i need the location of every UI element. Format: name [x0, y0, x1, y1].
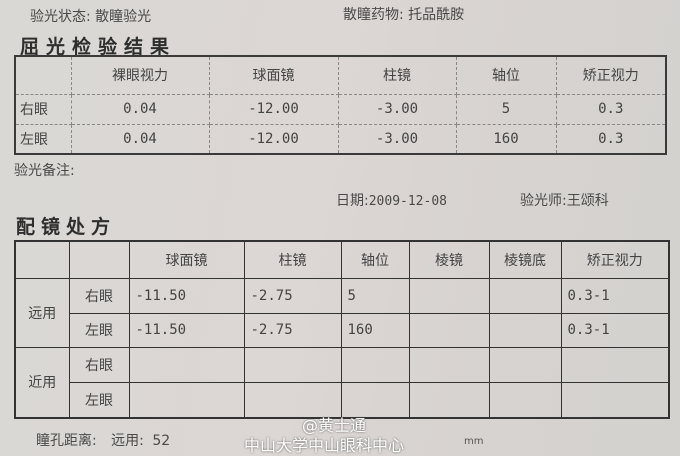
prism-cell — [408, 277, 490, 314]
uncorrected-cell: 0.04 — [70, 123, 210, 155]
prism-base-cell — [488, 381, 562, 419]
header-cell — [14, 55, 72, 95]
dilation-drug-value: 托品酰胺 — [408, 7, 465, 23]
eye-label: 右眼 — [14, 93, 72, 125]
table-row: 左眼 — [15, 381, 670, 419]
sphere-cell: -12.00 — [208, 123, 339, 155]
table-row: 近用 右眼 — [14, 346, 670, 419]
date-value: 2009-12-08 — [368, 194, 447, 209]
prism-cell — [408, 346, 490, 383]
uncorrected-cell: 0.04 — [70, 93, 210, 125]
corrected-cell — [560, 346, 670, 383]
sphere-cell: -11.50 — [128, 277, 245, 314]
cylinder-cell — [243, 381, 342, 419]
pupil-distance: 瞳孔距离: 远用: 52 — [36, 430, 170, 450]
dilation-status: 验光状态: 散瞳验光 — [30, 6, 151, 26]
header-cell — [68, 240, 130, 279]
pd-label: 瞳孔距离: — [36, 433, 97, 449]
header-cell: 矫正视力 — [560, 240, 670, 279]
header-cell: 矫正视力 — [555, 55, 667, 95]
prism-cell — [408, 381, 490, 419]
prescription-table: 球面镜 柱镜 轴位 棱镜 棱镜底 矫正视力 远用 右眼 -11.50 -2.75… — [14, 240, 670, 419]
corrected-cell: 0.3-1 — [560, 277, 670, 314]
cylinder-cell: -3.00 — [337, 123, 457, 155]
table-header-row: 球面镜 柱镜 轴位 棱镜 棱镜底 矫正视力 — [14, 240, 670, 279]
group-label-far: 远用 — [14, 277, 70, 348]
watermark-author: @黄士通 — [302, 416, 367, 435]
header-cell: 轴位 — [340, 240, 410, 279]
axis-cell — [340, 381, 410, 419]
header-cell: 棱镜底 — [488, 240, 562, 279]
optometrist-value: 王颂科 — [566, 193, 609, 209]
optometrist: 验光师:王颂科 — [520, 190, 609, 210]
prism-base-cell — [488, 277, 562, 314]
prism-base-cell — [488, 346, 562, 383]
pd-far-label: 远用: — [111, 433, 144, 449]
table-row: 左眼 -11.50 -2.75 160 0.3-1 — [15, 312, 670, 348]
dilation-status-label: 验光状态: — [30, 9, 91, 25]
corrected-cell: 0.3 — [555, 93, 667, 125]
axis-cell: 160 — [455, 123, 557, 155]
header-cell: 球面镜 — [208, 55, 339, 95]
dilation-drug: 散瞳药物: 托品酰胺 — [343, 4, 464, 24]
header-cell: 柱镜 — [337, 55, 457, 95]
group-label-near: 近用 — [14, 346, 70, 419]
cylinder-cell: -3.00 — [337, 93, 457, 125]
prescription-title: 配镜处方 — [16, 216, 117, 238]
notes-label: 验光备注: — [14, 163, 75, 179]
corrected-cell — [560, 381, 670, 419]
cylinder-cell — [243, 346, 342, 383]
header-cell: 球面镜 — [128, 240, 245, 279]
table-row: 左眼 0.04 -12.00 -3.00 160 0.3 — [14, 123, 667, 155]
date: 日期:2009-12-08 — [336, 190, 447, 210]
watermark-institution: 中山大学中山眼科中心 — [244, 436, 405, 455]
refraction-table: 裸眼视力 球面镜 柱镜 轴位 矫正视力 右眼 0.04 -12.00 -3.00… — [14, 55, 667, 155]
sphere-cell — [128, 346, 245, 383]
sphere-cell — [128, 381, 245, 419]
eye-label: 右眼 — [68, 346, 130, 383]
table-row: 右眼 0.04 -12.00 -3.00 5 0.3 — [14, 93, 667, 125]
eye-label: 左眼 — [14, 123, 72, 155]
table-row: 远用 右眼 -11.50 -2.75 5 0.3-1 — [14, 277, 670, 348]
axis-cell: 5 — [340, 277, 410, 314]
header-cell: 棱镜 — [408, 240, 490, 279]
axis-cell: 5 — [455, 93, 557, 125]
refraction-title: 屈光检验结果 — [20, 36, 177, 58]
optometrist-label: 验光师: — [520, 193, 567, 209]
prism-cell — [408, 312, 490, 348]
eye-label: 左眼 — [68, 381, 130, 419]
header-cell: 裸眼视力 — [70, 55, 210, 95]
axis-cell — [340, 346, 410, 383]
sphere-cell: -11.50 — [128, 312, 245, 348]
cylinder-cell: -2.75 — [243, 277, 342, 314]
corrected-cell: 0.3-1 — [560, 312, 670, 348]
cylinder-cell: -2.75 — [243, 312, 342, 348]
dilation-status-value: 散瞳验光 — [95, 9, 152, 25]
corrected-cell: 0.3 — [555, 123, 667, 155]
axis-cell: 160 — [340, 312, 410, 348]
sphere-cell: -12.00 — [208, 93, 339, 125]
table-header-row: 裸眼视力 球面镜 柱镜 轴位 矫正视力 — [14, 55, 667, 95]
header-cell: 轴位 — [455, 55, 557, 95]
header-cell: 柱镜 — [243, 240, 342, 279]
eye-label: 右眼 — [68, 277, 130, 314]
prism-base-cell — [488, 312, 562, 348]
pd-unit: mm — [464, 436, 484, 447]
eye-label: 左眼 — [68, 312, 130, 348]
header-cell — [14, 240, 70, 279]
dilation-drug-label: 散瞳药物: — [343, 7, 404, 23]
pd-far-value: 52 — [152, 433, 171, 449]
date-label: 日期: — [336, 193, 369, 209]
